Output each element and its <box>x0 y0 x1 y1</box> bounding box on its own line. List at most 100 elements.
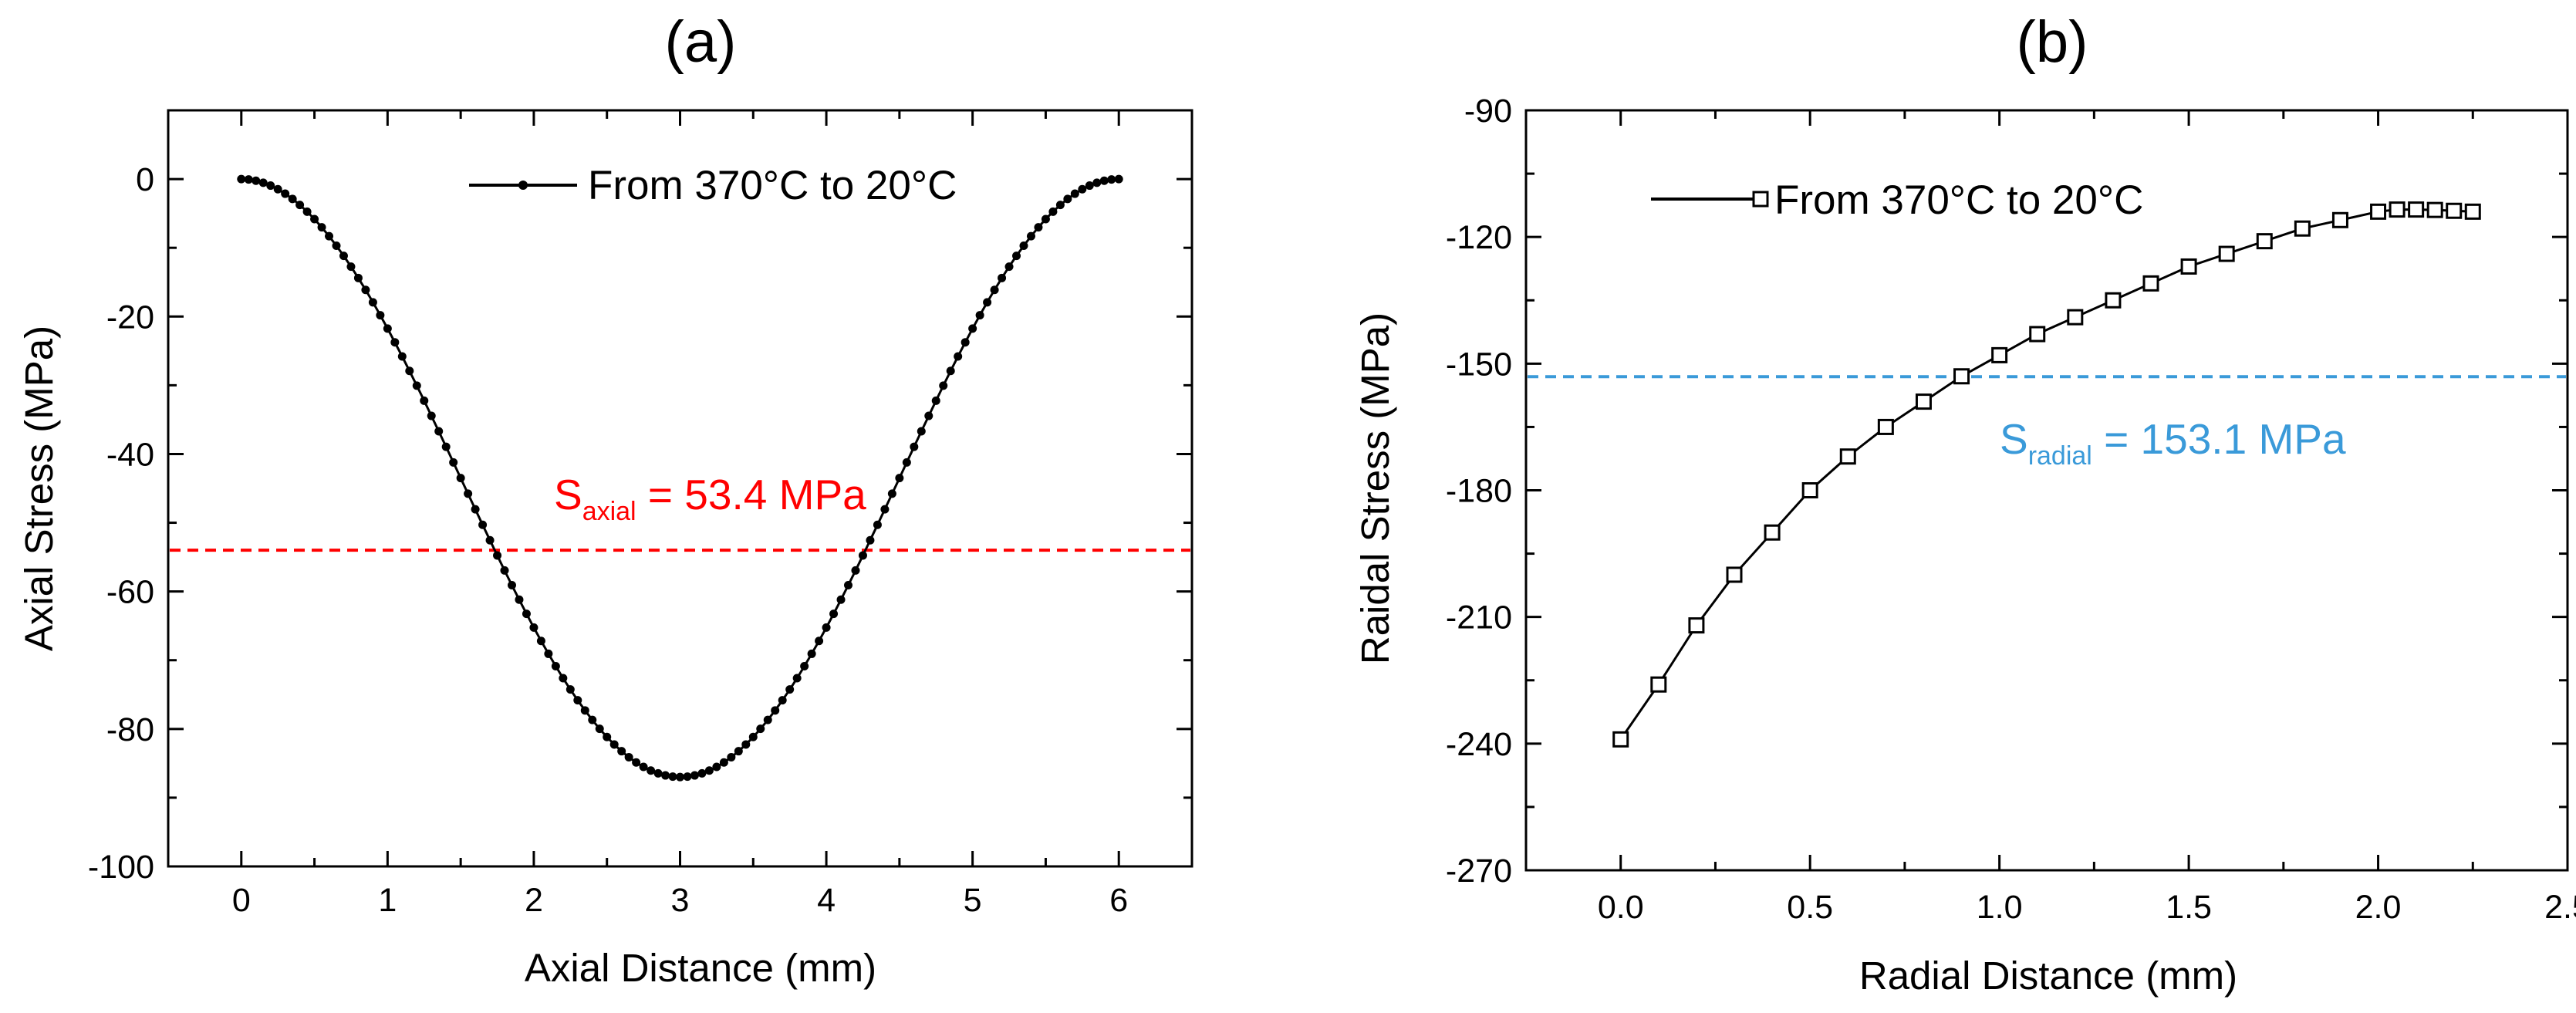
chart-a-data-point <box>888 489 896 498</box>
chart-a-data-point <box>1048 208 1057 216</box>
chart-a-x-tick-labels: 0 1 2 3 4 5 6 <box>232 882 1128 919</box>
chart-b-data-point <box>2333 213 2347 227</box>
chart-b-series-line <box>1621 210 2473 740</box>
chart-a-data-point <box>303 208 312 216</box>
chart-a-data-point <box>734 747 743 755</box>
chart-a-legend-label: From 370°C to 20°C <box>588 163 957 208</box>
chart-b-x-tick-labels: 0.0 0.5 1.0 1.5 2.0 2.5 <box>1598 889 2576 926</box>
chart-a-data-point <box>449 458 457 467</box>
chart-a-y-tick-label-5: -100 <box>88 849 154 886</box>
chart-b-data-point <box>2220 247 2233 261</box>
chart-a-x-tick-label-2: 2 <box>525 882 543 919</box>
chart-a-data-point <box>405 366 414 375</box>
chart-a-data-point <box>361 285 370 294</box>
chart-a-data-point <box>376 311 384 319</box>
chart-a-data-point <box>822 623 831 632</box>
chart-b-reference-label-main: S <box>2000 415 2028 463</box>
chart-a-data-point <box>383 324 392 333</box>
chart-a-y-tick-label-3: -60 <box>106 574 154 611</box>
chart-a-data-point <box>573 696 582 704</box>
chart-a-data-point <box>420 397 428 405</box>
chart-a-x-tick-label-0: 0 <box>232 882 251 919</box>
chart-a-data-point <box>552 662 560 670</box>
chart-b-data-point <box>2466 204 2480 218</box>
chart-b-reference-label: Sradial = 153.1 MPa <box>2000 415 2346 471</box>
chart-a-data-point <box>632 758 640 767</box>
chart-a-data-point <box>390 338 399 346</box>
chart-a-data-point <box>354 274 363 282</box>
chart-b-y-axis-label: Raidal Stress (MPa) <box>1353 312 1397 664</box>
chart-a-data-point <box>427 412 436 420</box>
chart-a-data-point <box>325 232 333 241</box>
chart-b-data-point <box>2106 293 2120 307</box>
chart-b-data-point <box>1614 732 1628 746</box>
chart-b-data-point <box>2031 327 2044 341</box>
chart-a-data-point <box>289 194 297 203</box>
chart-a-data-point <box>252 177 260 185</box>
chart-a-data-point <box>369 298 377 306</box>
chart-a-data-point <box>895 474 903 482</box>
chart-a-data-point <box>398 353 407 361</box>
chart-b-legend-label: From 370°C to 20°C <box>1774 177 2143 223</box>
chart-a-data-point <box>720 758 728 767</box>
chart-a-data-point <box>413 381 421 390</box>
chart-a-data-point <box>968 324 977 333</box>
chart-b-x-axis-label: Radial Distance (mm) <box>1859 954 2237 998</box>
chart-a-data-point <box>749 733 758 741</box>
chart-b-data-point <box>1765 525 1779 539</box>
chart-a-data-point <box>339 252 348 260</box>
chart-a-data-point <box>346 262 355 271</box>
chart-a-data-point <box>566 685 575 694</box>
chart-b-data-point <box>1916 395 1930 409</box>
chart-a-data-point <box>808 650 816 658</box>
chart-b-data-point <box>2390 203 2404 217</box>
chart-a-data-point <box>785 685 794 694</box>
chart-a-data-point <box>1107 175 1116 184</box>
chart-b-data-point <box>2372 204 2385 218</box>
chart-a-data-point <box>281 190 289 198</box>
chart-a-data-point <box>274 185 282 194</box>
chart-b-data-point <box>2447 204 2461 218</box>
chart-a-data-point <box>924 412 933 420</box>
chart-a-data-point <box>705 766 714 775</box>
chart-a-y-axis-label: Axial Stress (MPa) <box>17 326 61 651</box>
chart-a-data-point <box>457 474 465 482</box>
chart-a-data-point <box>522 609 531 618</box>
chart-a-reference-label-value: = 53.4 MPa <box>636 471 867 518</box>
chart-a-data-point <box>873 521 882 529</box>
chart-a-legend: From 370°C to 20°C <box>469 163 957 208</box>
chart-b-x-tick-label-5: 2.5 <box>2544 889 2576 926</box>
chart-a-data-point <box>640 762 648 771</box>
chart-b-x-tick-label-0: 0.0 <box>1598 889 1644 926</box>
chart-a-data-point <box>310 215 319 224</box>
chart-a-data-point <box>683 772 691 781</box>
chart-b-data-point <box>1841 450 1855 464</box>
chart-a-data-point <box>771 706 779 714</box>
chart-b-data-point <box>2257 235 2271 248</box>
chart-a-data-point <box>237 175 245 184</box>
chart-a-data-point <box>932 397 940 405</box>
chart-b-data-point <box>1993 348 2007 362</box>
chart-a-data-point <box>961 338 970 346</box>
chart-a-data-point <box>676 773 684 782</box>
chart-a-data-point <box>991 285 999 294</box>
chart-a-legend-marker <box>518 181 528 190</box>
chart-a-data-point <box>596 724 604 733</box>
chart-a-data-point <box>1005 262 1014 271</box>
chart-b-data-point <box>1690 619 1703 633</box>
chart-a-data-point <box>1012 252 1021 260</box>
chart-a-data-point <box>1092 178 1101 187</box>
chart-a-data-point <box>529 623 538 632</box>
chart-b-data-point <box>2068 310 2082 324</box>
chart-b-data-point <box>2428 203 2442 217</box>
chart-b-y-tick-label-3: -180 <box>1446 473 1512 510</box>
chart-a-data-point <box>1042 215 1050 224</box>
chart-a-data-point <box>537 637 545 645</box>
chart-a-data-point <box>1085 181 1094 190</box>
chart-a-reference-label: Saxial = 53.4 MPa <box>554 471 866 526</box>
chart-a-data-point <box>880 505 889 514</box>
chart-b-reference-label-sub: radial <box>2028 441 2092 471</box>
chart-a-reference-label-sub: axial <box>582 497 636 526</box>
chart-a-data-point <box>266 181 275 190</box>
chart-b-x-tick-label-2: 1.0 <box>1977 889 2023 926</box>
